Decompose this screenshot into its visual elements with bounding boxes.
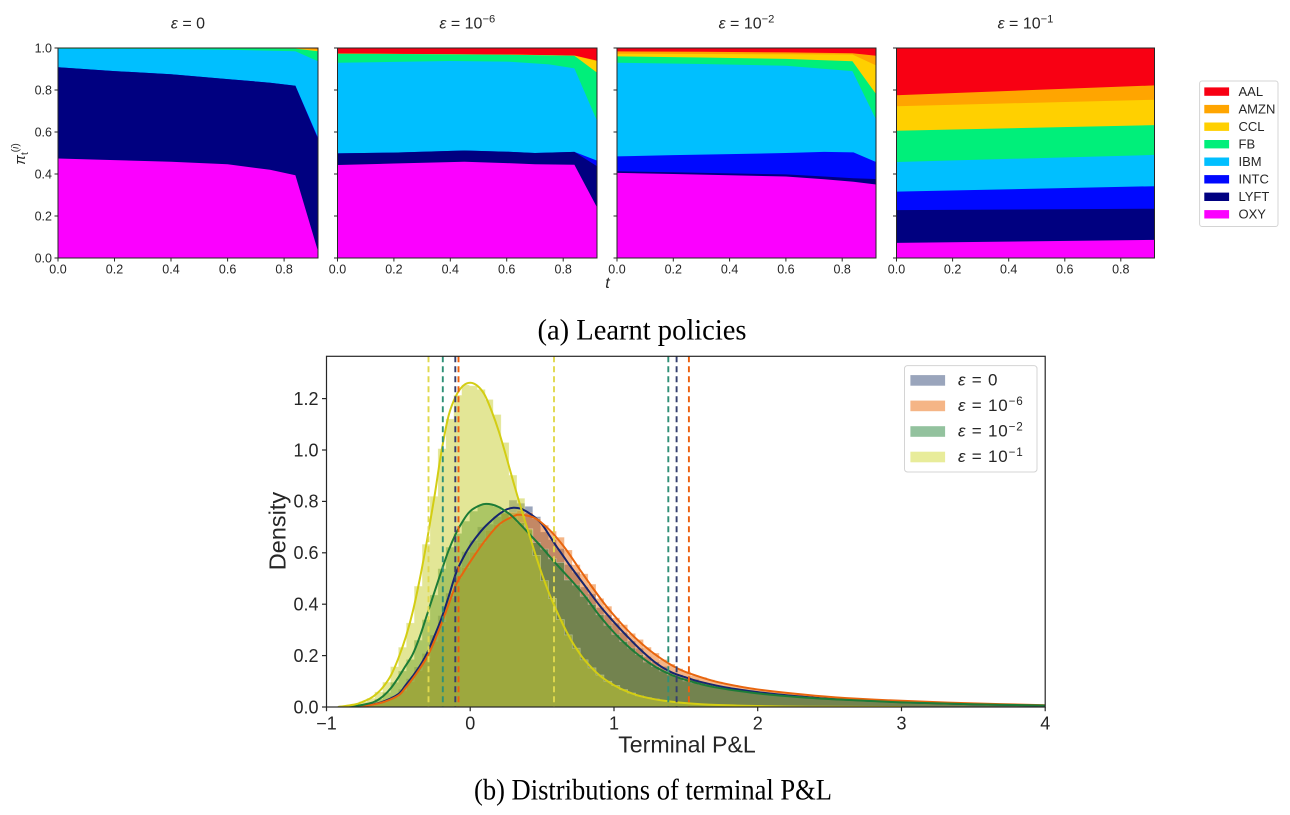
svg-text:0.0: 0.0 <box>35 251 52 265</box>
svg-text:OXY: OXY <box>1239 207 1267 222</box>
svg-text:0.8: 0.8 <box>293 492 318 512</box>
svg-text:ε = 10−1: ε = 10−1 <box>958 446 1024 466</box>
svg-text:1.2: 1.2 <box>293 389 318 409</box>
svg-text:0.0: 0.0 <box>608 263 625 277</box>
svg-text:0: 0 <box>465 714 475 734</box>
svg-text:1.0: 1.0 <box>35 41 52 55</box>
svg-text:ε = 10−6: ε = 10−6 <box>958 395 1024 415</box>
svg-text:0.2: 0.2 <box>944 263 961 277</box>
svg-text:(b) Distributions of terminal: (b) Distributions of terminal P&L <box>474 774 832 807</box>
svg-text:0.0: 0.0 <box>888 263 905 277</box>
svg-text:ε = 10−2: ε = 10−2 <box>719 14 775 33</box>
svg-text:0.6: 0.6 <box>219 263 236 277</box>
svg-text:Terminal P&L: Terminal P&L <box>618 732 756 758</box>
svg-text:1: 1 <box>609 714 619 734</box>
svg-text:0.4: 0.4 <box>442 263 459 277</box>
svg-text:3: 3 <box>896 714 906 734</box>
svg-text:(a) Learnt policies: (a) Learnt policies <box>538 314 747 347</box>
svg-text:0.2: 0.2 <box>665 263 682 277</box>
svg-text:0.4: 0.4 <box>1000 263 1017 277</box>
svg-text:INTC: INTC <box>1239 172 1269 187</box>
svg-text:LYFT: LYFT <box>1239 189 1270 204</box>
svg-text:0.6: 0.6 <box>293 543 318 563</box>
svg-text:0.6: 0.6 <box>498 263 515 277</box>
svg-text:1.0: 1.0 <box>293 440 318 460</box>
svg-text:CCL: CCL <box>1239 119 1265 134</box>
svg-text:0.6: 0.6 <box>1056 263 1073 277</box>
svg-text:0.8: 0.8 <box>1112 263 1129 277</box>
svg-text:Density: Density <box>265 492 291 571</box>
svg-text:0.0: 0.0 <box>49 263 66 277</box>
svg-text:0.6: 0.6 <box>35 125 52 139</box>
svg-text:ε = 0: ε = 0 <box>958 371 998 390</box>
svg-text:ε = 10−6: ε = 10−6 <box>439 14 495 33</box>
svg-text:0.4: 0.4 <box>293 595 318 615</box>
svg-text:4: 4 <box>1040 714 1050 734</box>
svg-text:0.8: 0.8 <box>834 263 851 277</box>
svg-text:0.8: 0.8 <box>35 83 52 97</box>
svg-text:0.2: 0.2 <box>35 209 52 223</box>
svg-text:πt(i): πt(i) <box>11 143 32 164</box>
svg-text:ε = 0: ε = 0 <box>171 16 205 33</box>
svg-text:0.4: 0.4 <box>35 167 52 181</box>
svg-text:0.2: 0.2 <box>293 646 318 666</box>
svg-text:0.0: 0.0 <box>293 697 318 717</box>
svg-text:0.0: 0.0 <box>329 263 346 277</box>
svg-text:AAL: AAL <box>1239 84 1264 99</box>
svg-text:0.8: 0.8 <box>275 263 292 277</box>
svg-text:2: 2 <box>753 714 763 734</box>
svg-text:0.6: 0.6 <box>777 263 794 277</box>
svg-text:FB: FB <box>1239 137 1256 152</box>
svg-text:0.2: 0.2 <box>106 263 123 277</box>
svg-text:−1: −1 <box>316 714 337 734</box>
svg-text:IBM: IBM <box>1239 154 1262 169</box>
svg-text:0.4: 0.4 <box>721 263 738 277</box>
svg-text:AMZN: AMZN <box>1239 102 1276 117</box>
svg-text:0.2: 0.2 <box>385 263 402 277</box>
svg-text:ε = 10−2: ε = 10−2 <box>958 421 1024 441</box>
svg-text:t: t <box>605 275 610 292</box>
svg-text:0.8: 0.8 <box>555 263 572 277</box>
svg-text:ε = 10−1: ε = 10−1 <box>998 14 1054 33</box>
svg-text:0.4: 0.4 <box>162 263 179 277</box>
